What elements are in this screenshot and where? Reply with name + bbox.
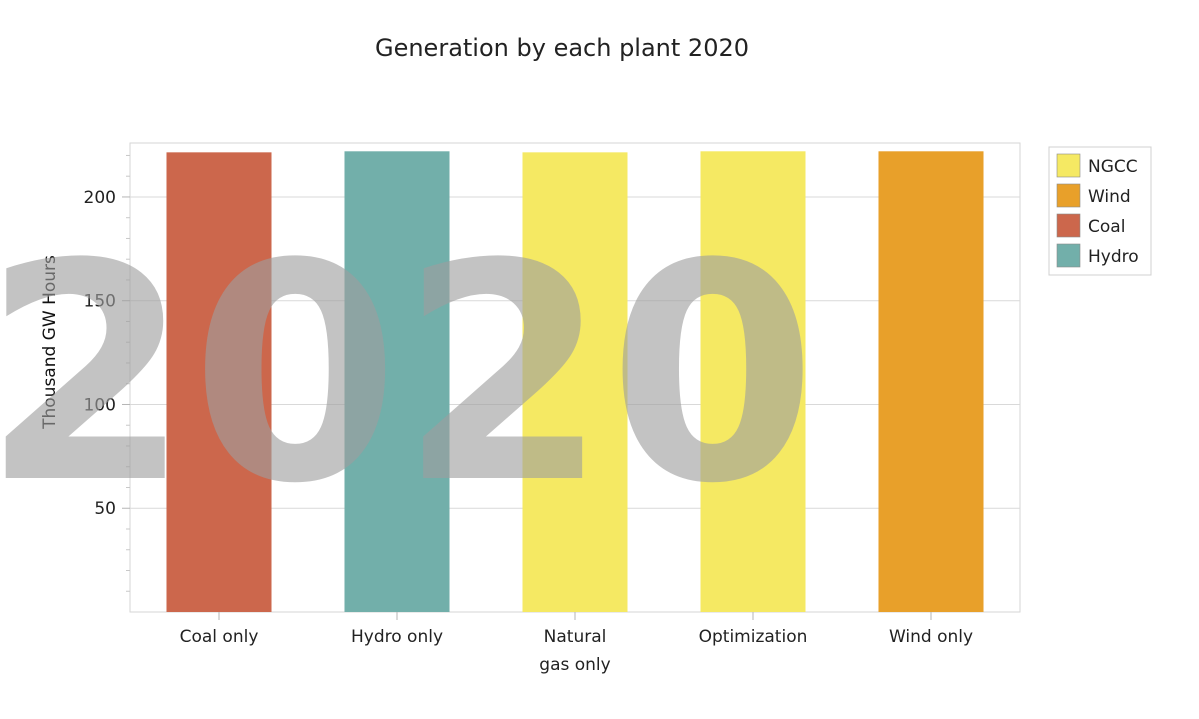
y-minor-ticks xyxy=(126,154,130,592)
bar xyxy=(344,151,450,612)
legend-label: NGCC xyxy=(1088,157,1138,177)
chart-title: Generation by each plant 2020 xyxy=(375,34,749,62)
bar xyxy=(878,151,984,612)
x-tick-label: Coal only xyxy=(180,627,259,647)
legend-label: Coal xyxy=(1088,217,1125,237)
legend-label: Hydro xyxy=(1088,247,1139,267)
x-tick-label: Hydro only xyxy=(351,627,443,647)
legend-swatch xyxy=(1056,243,1081,268)
y-axis-label: Thousand GW Hours xyxy=(40,255,60,430)
legend-swatch xyxy=(1056,213,1081,238)
y-tick-label: 50 xyxy=(94,499,116,519)
x-tick-label: Natural gas only xyxy=(539,627,610,675)
bar xyxy=(700,151,806,612)
y-axis-ticks: 50 100 150 200 xyxy=(84,188,130,519)
bar xyxy=(522,152,628,612)
legend-swatch xyxy=(1056,183,1081,208)
year-watermark: 2020 xyxy=(0,200,817,549)
x-tick-label: Optimization xyxy=(699,627,808,647)
legend-swatch xyxy=(1056,153,1081,178)
x-axis-ticks: Coal only Hydro only Natural gas only Optimi… xyxy=(180,612,973,675)
legend-label: Wind xyxy=(1088,187,1131,207)
y-tick-label: 150 xyxy=(84,292,116,312)
y-tick-label: 100 xyxy=(84,395,116,415)
x-tick-label: Wind only xyxy=(889,627,973,647)
bar xyxy=(166,152,272,612)
bars xyxy=(166,151,984,612)
y-tick-label: 200 xyxy=(84,188,116,208)
legend: NGCC Wind Coal Hydro xyxy=(1048,146,1152,276)
